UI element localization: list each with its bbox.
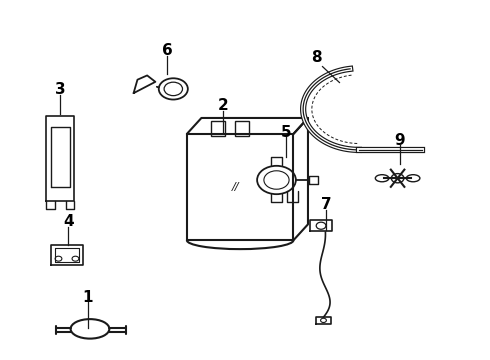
Bar [235,121,249,136]
Text: //: // [232,182,239,192]
Text: 4: 4 [63,214,74,229]
Text: 8: 8 [311,50,322,65]
Text: 5: 5 [281,125,292,140]
Text: 7: 7 [321,197,332,212]
Text: 3: 3 [54,82,65,97]
Text: 9: 9 [395,133,405,148]
Text: 2: 2 [218,98,228,113]
Text: 1: 1 [82,290,93,305]
Bar [211,121,224,136]
Text: 6: 6 [162,43,173,58]
